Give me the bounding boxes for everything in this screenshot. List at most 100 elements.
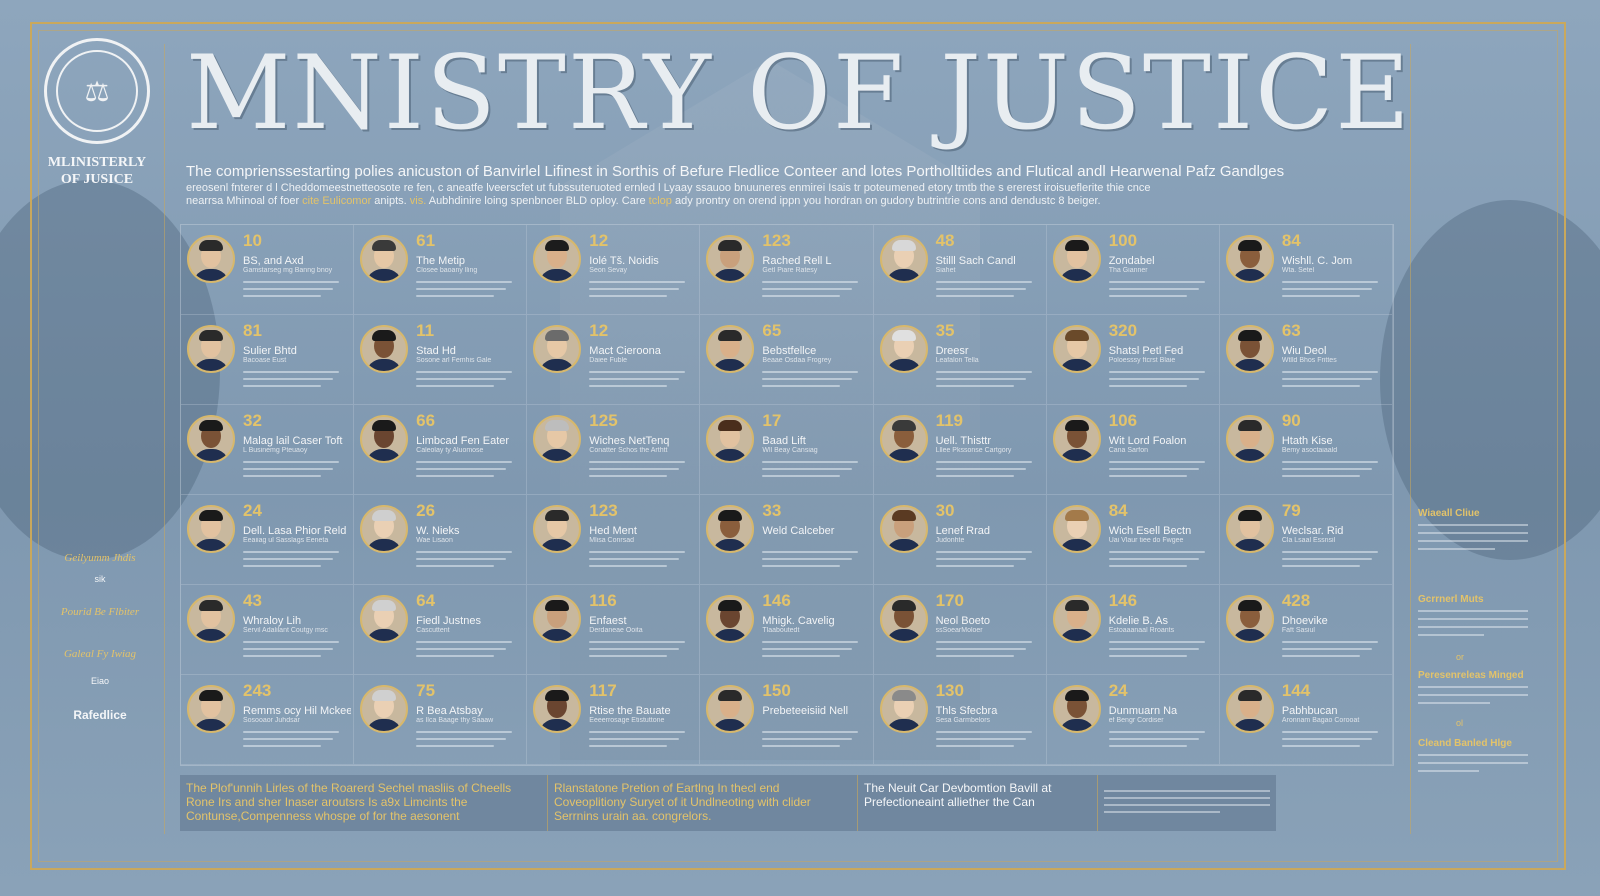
intro-line-3-c: Aubhdinire loing spenbnoer BLD oploy. Ca… xyxy=(426,195,649,207)
description-line xyxy=(935,655,1014,657)
portrait-hair xyxy=(1064,600,1089,611)
portrait-suit xyxy=(885,449,922,461)
description-line xyxy=(243,371,339,373)
official-card: 116 Enfaest Derdaneae Ooita xyxy=(527,585,701,675)
description-line xyxy=(762,281,859,283)
official-card: 66 Limbcad Fen Eater Caleolay ty Aluomose xyxy=(354,405,528,495)
official-card: 33 Weld Calceber xyxy=(700,495,874,585)
portrait-suit xyxy=(1231,539,1268,551)
description-line xyxy=(935,731,1032,733)
description-line xyxy=(935,745,1014,747)
portrait-avatar xyxy=(360,685,409,733)
official-role: Wta. Setel xyxy=(1281,267,1315,274)
portrait-hair xyxy=(891,510,916,521)
official-card: 100 Zondabel Tha Gianner xyxy=(1046,225,1220,315)
official-card: 30 Lenef Rrad Judonhte xyxy=(873,495,1047,585)
description-line xyxy=(416,281,513,283)
portrait-hair xyxy=(718,600,743,611)
description-line xyxy=(243,461,339,463)
official-name: R Bea Atsbay xyxy=(416,705,483,717)
official-name: Remms ocy Hil Mckeer xyxy=(243,705,351,717)
description-line xyxy=(589,731,686,733)
official-name: Wiches NetTenq xyxy=(589,435,670,447)
description-line xyxy=(1108,745,1187,747)
official-name: Weclsar. Rid xyxy=(1281,525,1344,537)
official-number: 243 xyxy=(243,681,272,700)
official-name: Kdelie B. As xyxy=(1108,615,1169,627)
description-line xyxy=(589,655,668,657)
portrait-avatar xyxy=(533,235,582,283)
description-line xyxy=(416,475,495,477)
intro-line-3-a: nearrsa Mhinoal of foer xyxy=(186,195,303,207)
description-line xyxy=(416,385,495,387)
official-role: Mlisa Conrsad xyxy=(589,537,635,544)
description-line xyxy=(1108,641,1205,643)
official-card: 17 Baad Lift Wll Beay Cansiag xyxy=(700,405,874,495)
description-line xyxy=(1108,281,1205,283)
portrait-suit xyxy=(366,719,403,731)
description-line xyxy=(243,655,321,657)
portrait-hair xyxy=(372,510,397,521)
official-number: 65 xyxy=(762,321,782,340)
description-line xyxy=(935,558,1026,560)
footer-text-3: The Neuit Car Devbomtion Bavill at Prefe… xyxy=(864,781,1052,809)
portrait-hair xyxy=(718,510,743,521)
description-line xyxy=(589,468,680,470)
portrait-hair xyxy=(891,600,916,611)
official-number: 64 xyxy=(416,591,436,610)
official-role: Tlaaboutedt xyxy=(762,627,800,634)
description-line xyxy=(1108,648,1199,650)
intro-highlight-3: tclop xyxy=(648,195,672,207)
portrait-suit xyxy=(1231,269,1268,281)
description-line xyxy=(762,385,841,387)
official-role: Bemy asoctaiaald xyxy=(1281,447,1338,454)
portrait-hair xyxy=(1064,330,1089,341)
official-role: Conatter Schos the Arthtt xyxy=(589,447,668,454)
right-or-1: or xyxy=(1456,652,1465,662)
description-line xyxy=(1108,295,1187,297)
description-line xyxy=(1108,731,1205,733)
portrait-suit xyxy=(1058,359,1095,371)
official-role: Aronnam Bagao Corooat xyxy=(1281,717,1360,724)
official-name: Rached Rell L xyxy=(762,255,832,267)
portrait-avatar xyxy=(1052,685,1101,733)
description-line xyxy=(243,281,339,283)
portrait-avatar xyxy=(533,685,582,733)
official-role: Estoaaanaal Rroants xyxy=(1108,627,1175,634)
official-number: 26 xyxy=(416,501,436,520)
official-number: 428 xyxy=(1281,591,1311,610)
portrait-avatar xyxy=(533,505,582,553)
official-card: 65 Bebstfellce Beaae Osdaa Frogrey xyxy=(700,315,874,405)
official-card: 125 Wiches NetTenq Conatter Schos the Arth… xyxy=(527,405,701,495)
portrait-avatar xyxy=(360,595,409,643)
portrait-suit xyxy=(193,269,229,281)
description-line xyxy=(1108,655,1187,657)
portrait-suit xyxy=(1058,539,1095,551)
portrait-avatar xyxy=(1052,595,1101,643)
description-line xyxy=(935,468,1026,470)
portrait-hair xyxy=(545,510,570,521)
official-name: Prebeteeisiid Nell xyxy=(762,705,849,717)
description-line xyxy=(243,738,333,740)
portrait-suit xyxy=(1231,719,1268,731)
official-card: 48 Stilll Sach Candl Siahet xyxy=(873,225,1047,315)
description-line xyxy=(1281,655,1360,657)
official-name: Dell. Lasa Phior Reld xyxy=(243,525,347,537)
official-card: 90 Htath Kise Bemy asoctaiaald xyxy=(1219,405,1393,495)
description-line xyxy=(1108,551,1205,553)
official-name: Zondabel xyxy=(1108,255,1155,267)
portrait-avatar xyxy=(1225,235,1274,283)
official-number: 32 xyxy=(243,411,262,430)
official-name: Bebstfellce xyxy=(762,345,817,357)
official-number: 79 xyxy=(1281,501,1301,520)
description-line xyxy=(243,475,321,477)
official-card: 146 Mhigk. Cavelig Tlaaboutedt xyxy=(700,585,874,675)
description-line xyxy=(1281,558,1372,560)
portrait-suit xyxy=(885,359,922,371)
intro-line-3-b: anipts. xyxy=(371,195,410,207)
portrait-avatar xyxy=(706,685,755,733)
description-line xyxy=(935,641,1032,643)
description-line xyxy=(1108,371,1205,373)
official-role: Eeeerrosage Etistuttone xyxy=(589,717,665,724)
portrait-hair xyxy=(891,240,916,251)
